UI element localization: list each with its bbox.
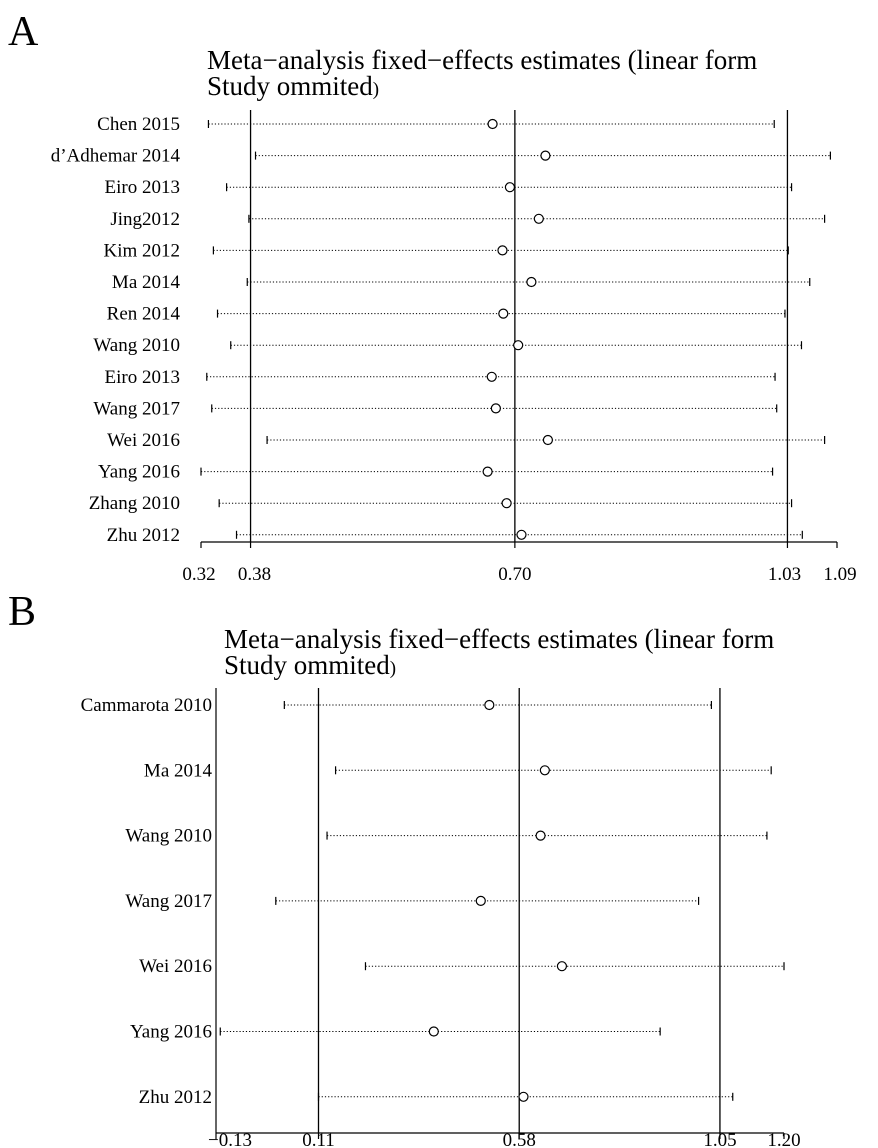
point-estimate (486, 371, 497, 382)
point-estimate (475, 895, 486, 907)
study-label: Kim 2012 (103, 240, 180, 261)
x-tick-label: 0.11 (302, 1130, 335, 1148)
study-row: Wei 2016 (139, 956, 785, 977)
study-row: Zhu 2012 (139, 1087, 734, 1108)
x-tick-label: 1.03 (768, 564, 801, 585)
chart-title-paren: ) (373, 79, 379, 100)
x-tick-label: 0.38 (238, 564, 271, 585)
study-row: Cammarota 2010 (81, 695, 712, 716)
study-label: Yang 2016 (130, 1022, 212, 1043)
x-tick-label: 1.09 (823, 564, 856, 585)
study-label: Wei 2016 (107, 430, 180, 451)
chart-title-line2-text: Study ommited (207, 71, 373, 101)
study-row: Eiro 2013 (105, 177, 793, 198)
point-estimate (542, 434, 554, 446)
study-row: Wang 2017 (125, 891, 700, 912)
panel-label: A (8, 9, 39, 55)
chart-title-line2: Study ommited) (207, 71, 379, 101)
study-label: Ren 2014 (107, 304, 181, 325)
study-row: Ma 2014 (144, 760, 772, 781)
study-row: Yang 2016 (98, 462, 774, 483)
point-estimate (487, 118, 498, 130)
study-row: Kim 2012 (103, 240, 789, 261)
study-label: Eiro 2013 (105, 177, 180, 198)
x-tick-label: 0.32 (182, 564, 215, 585)
study-label: Ma 2014 (112, 272, 181, 293)
point-estimate (518, 1091, 529, 1102)
x-tick-label: 0.58 (503, 1130, 536, 1148)
x-tick-label: 1.20 (767, 1130, 800, 1148)
point-estimate (513, 340, 524, 351)
x-tick-label: 0.70 (498, 564, 531, 585)
study-label: Eiro 2013 (105, 367, 180, 388)
point-estimate (497, 245, 508, 256)
study-label: Chen 2015 (97, 114, 180, 135)
study-label: Wei 2016 (139, 956, 212, 977)
panel-b: B Meta−analysis fixed−effects estimates (… (8, 589, 801, 1148)
chart-title-line2-text: Study ommited (224, 650, 390, 680)
point-estimate (556, 961, 568, 972)
study-label: Zhu 2012 (139, 1087, 212, 1108)
point-estimate (504, 182, 516, 193)
point-estimate (490, 403, 501, 414)
study-row: Chen 2015 (97, 114, 775, 135)
x-tick-label: −0.13 (208, 1130, 252, 1148)
x-tick-label: 1.05 (703, 1130, 736, 1148)
point-estimate (482, 466, 493, 477)
study-label: Jing2012 (110, 209, 180, 230)
study-label: Yang 2016 (98, 462, 180, 483)
point-estimate (526, 276, 537, 288)
study-label: Zhu 2012 (107, 525, 180, 546)
study-row: Yang 2016 (130, 1022, 661, 1043)
study-row: Eiro 2013 (105, 367, 776, 388)
study-label: Zhang 2010 (89, 493, 180, 514)
study-row: Wang 2010 (125, 826, 768, 847)
chart-title-line2: Study ommited) (224, 650, 396, 680)
study-row: Wei 2016 (107, 430, 826, 451)
study-label: Wang 2010 (125, 826, 212, 847)
study-label: Ma 2014 (144, 760, 213, 781)
panel-a: A Meta−analysis fixed−effects estimates (… (8, 9, 857, 585)
point-estimate (539, 765, 550, 776)
study-label: Wang 2017 (125, 891, 212, 912)
study-row: Zhang 2010 (89, 493, 793, 514)
chart-title-paren: ) (390, 658, 396, 679)
point-estimate (540, 150, 551, 161)
point-estimate (535, 830, 546, 841)
study-label: Cammarota 2010 (81, 695, 212, 716)
chart-title-line1: Meta−analysis fixed−effects estimates (l… (224, 624, 774, 654)
panel-label: B (8, 589, 36, 635)
point-estimate (533, 213, 544, 224)
chart-title-line1: Meta−analysis fixed−effects estimates (l… (207, 45, 757, 75)
point-estimate (516, 529, 527, 540)
study-row: Ma 2014 (112, 272, 811, 293)
study-row: Wang 2017 (93, 398, 778, 419)
study-row: Jing2012 (110, 209, 826, 230)
point-estimate (428, 1026, 439, 1037)
point-estimate (498, 308, 509, 319)
point-estimate (484, 699, 495, 711)
study-label: Wang 2017 (93, 398, 180, 419)
study-row: Ren 2014 (107, 304, 786, 325)
study-label: d’Adhemar 2014 (51, 146, 181, 167)
study-row: Wang 2010 (93, 335, 803, 356)
study-label: Wang 2010 (93, 335, 180, 356)
study-row: Zhu 2012 (107, 525, 803, 546)
study-row: d’Adhemar 2014 (51, 146, 831, 167)
point-estimate (501, 498, 512, 509)
